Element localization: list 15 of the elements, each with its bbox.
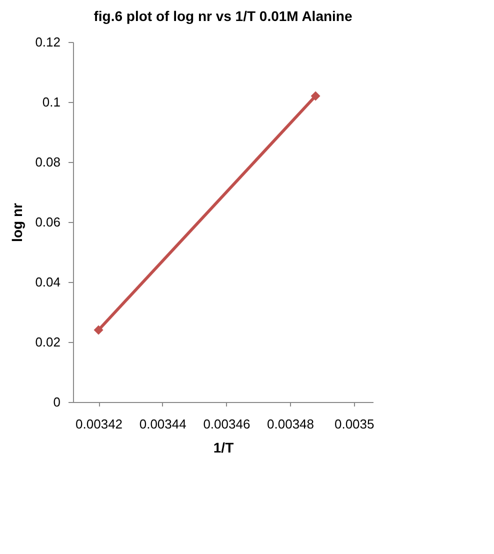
y-tick-label: 0.08 (35, 154, 60, 170)
x-tick-label: 0.00344 (139, 416, 186, 432)
x-axis-title: 1/T (213, 440, 234, 456)
y-tick-label: 0.06 (35, 214, 60, 230)
x-tick-label: 0.0035 (334, 416, 374, 432)
y-tick-label: 0.12 (35, 34, 60, 50)
y-tick-label: 0.04 (35, 274, 60, 290)
y-tick-label: 0.1 (42, 94, 60, 110)
chart-title: fig.6 plot of log nr vs 1/T 0.01M Alanine (94, 8, 352, 24)
y-tick-label: 0 (53, 394, 60, 410)
x-tick-label: 0.00346 (203, 416, 250, 432)
y-tick-label: 0.02 (35, 334, 60, 350)
x-tick-label: 0.00342 (76, 416, 123, 432)
y-axis-title: log nr (9, 202, 26, 242)
x-tick-label: 0.00348 (267, 416, 314, 432)
